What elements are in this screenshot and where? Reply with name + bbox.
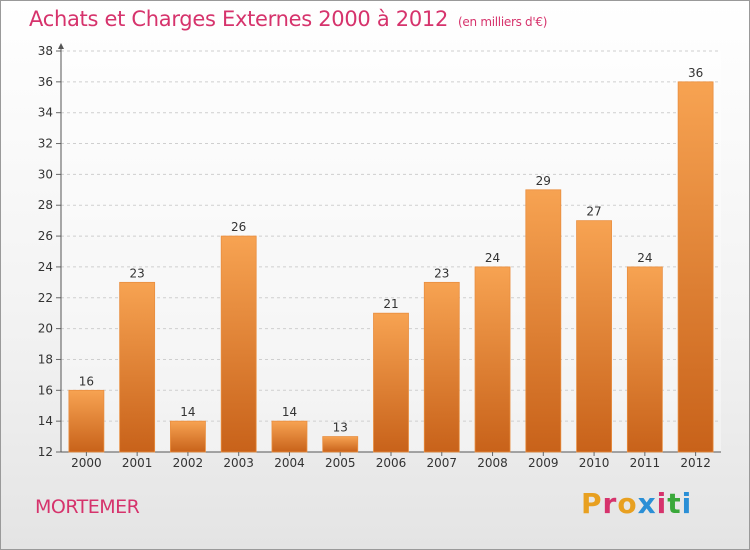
y-tick-label: 30 xyxy=(38,167,53,181)
y-tick-label: 22 xyxy=(38,291,53,305)
bar xyxy=(423,281,460,453)
y-tick-label: 28 xyxy=(38,198,53,212)
x-tick-label: 2000 xyxy=(71,456,102,470)
bar-value-label: 27 xyxy=(586,205,601,219)
y-tick-label: 32 xyxy=(38,137,53,151)
bar xyxy=(271,420,308,453)
bar-value-label: 24 xyxy=(485,251,500,265)
bar-value-label: 16 xyxy=(79,374,94,388)
bar xyxy=(677,81,714,453)
chart-title-block: Achats et Charges Externes 2000 à 2012 (e… xyxy=(29,7,547,31)
bar xyxy=(576,220,612,453)
logo-letter: r xyxy=(602,487,618,520)
y-tick-label: 38 xyxy=(38,44,53,58)
y-tick-label: 16 xyxy=(38,383,53,397)
y-tick-label: 36 xyxy=(38,75,53,89)
bar xyxy=(220,235,257,453)
y-tick-label: 20 xyxy=(38,322,53,336)
bar-value-label: 13 xyxy=(333,421,348,435)
bar-value-label: 14 xyxy=(180,405,195,419)
x-tick-label: 2010 xyxy=(579,456,610,470)
y-tick-label: 14 xyxy=(38,414,53,428)
x-tick-label: 2012 xyxy=(680,456,711,470)
x-tick-label: 2002 xyxy=(173,456,204,470)
chart-title: Achats et Charges Externes 2000 à 2012 xyxy=(29,7,449,31)
bar-value-label: 23 xyxy=(130,266,145,280)
bar-value-label: 26 xyxy=(231,220,246,234)
x-tick-label: 2011 xyxy=(630,456,661,470)
bar-value-label: 23 xyxy=(434,266,449,280)
x-tick-label: 2004 xyxy=(274,456,305,470)
x-tick-label: 2001 xyxy=(122,456,153,470)
chart-subtitle: (en milliers d'€) xyxy=(458,15,548,29)
bar xyxy=(170,420,206,453)
logo-letter: x xyxy=(637,487,657,520)
y-tick-label: 26 xyxy=(38,229,53,243)
y-axis-arrow xyxy=(58,43,64,49)
bar-value-label: 24 xyxy=(637,251,652,265)
logo-letter: P xyxy=(581,487,603,520)
x-tick-label: 2008 xyxy=(477,456,508,470)
logo-letter: i xyxy=(656,487,668,520)
bar-value-label: 36 xyxy=(688,66,703,80)
bar xyxy=(68,389,105,453)
bar xyxy=(373,312,409,453)
bar xyxy=(119,281,156,453)
x-tick-label: 2006 xyxy=(376,456,407,470)
logo-letter: t xyxy=(667,487,682,520)
bar-value-label: 21 xyxy=(383,297,398,311)
town-name: MORTEMER xyxy=(35,496,140,518)
bar xyxy=(474,266,511,453)
logo-letter: o xyxy=(617,487,638,520)
y-tick-label: 24 xyxy=(38,260,53,274)
bar xyxy=(525,189,562,453)
proxiti-logo: Proxiti xyxy=(581,487,692,520)
bar-value-label: 14 xyxy=(282,405,297,419)
bar xyxy=(626,266,663,453)
x-tick-label: 2003 xyxy=(223,456,254,470)
y-tick-label: 34 xyxy=(38,106,53,120)
x-tick-label: 2005 xyxy=(325,456,356,470)
logo-letter: i xyxy=(681,487,693,520)
x-tick-label: 2007 xyxy=(426,456,457,470)
x-tick-label: 2009 xyxy=(528,456,559,470)
bar-value-label: 29 xyxy=(536,174,551,188)
y-tick-label: 12 xyxy=(38,445,53,459)
y-tick-label: 18 xyxy=(38,352,53,366)
bar xyxy=(322,436,359,453)
